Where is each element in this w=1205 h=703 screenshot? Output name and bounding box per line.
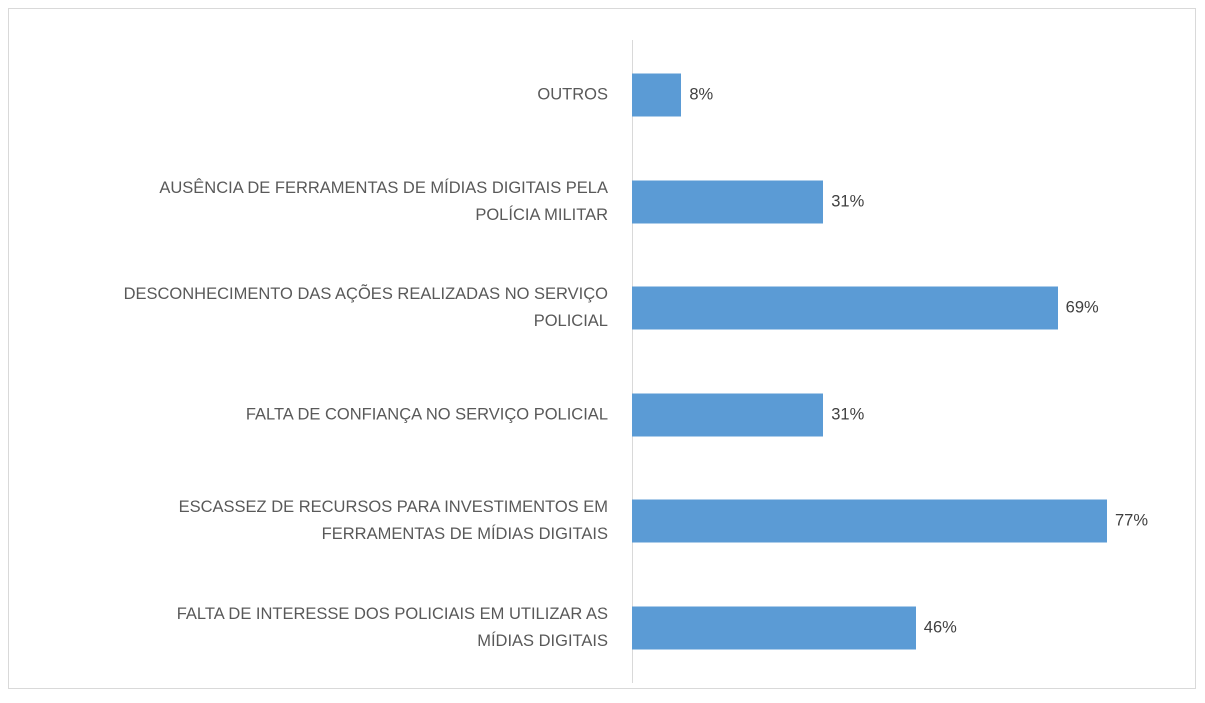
bar [632,286,1058,330]
category-label: ESCASSEZ DE RECURSOS PARA INVESTIMENTOS … [178,498,608,544]
data-label: 31% [831,192,865,211]
data-label: 31% [831,405,865,424]
bar [632,73,682,117]
category-label: AUSÊNCIA DE FERRAMENTAS DE MÍDIAS DIGITA… [159,178,608,224]
data-label: 46% [923,618,957,637]
bar [632,180,824,224]
data-label: 8% [689,85,714,104]
bar [632,499,1107,543]
data-label: 69% [1065,298,1099,317]
data-label: 77% [1115,511,1149,530]
category-label: FALTA DE CONFIANÇA NO SERVIÇO POLICIAL [245,405,608,424]
bar [632,606,916,650]
bar [632,393,824,437]
category-label: DESCONHECIMENTO DAS AÇÕES REALIZADAS NO … [123,285,608,331]
category-axis [632,40,633,683]
category-label: FALTA DE INTERESSE DOS POLICIAIS EM UTIL… [176,605,608,650]
category-label: OUTROS [537,85,608,104]
chart-frame [8,8,1196,689]
